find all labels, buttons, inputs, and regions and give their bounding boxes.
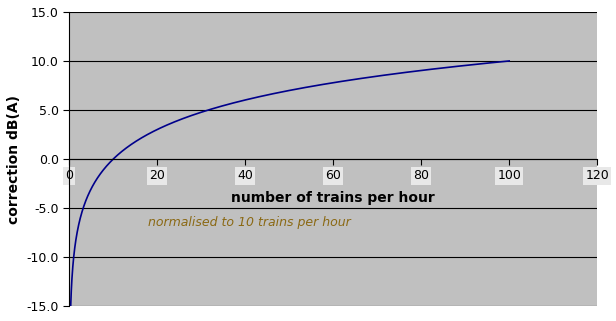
X-axis label: number of trains per hour: number of trains per hour bbox=[232, 191, 435, 205]
Y-axis label: correction dB(A): correction dB(A) bbox=[7, 94, 21, 223]
Text: normalised to 10 trains per hour: normalised to 10 trains per hour bbox=[148, 216, 351, 229]
